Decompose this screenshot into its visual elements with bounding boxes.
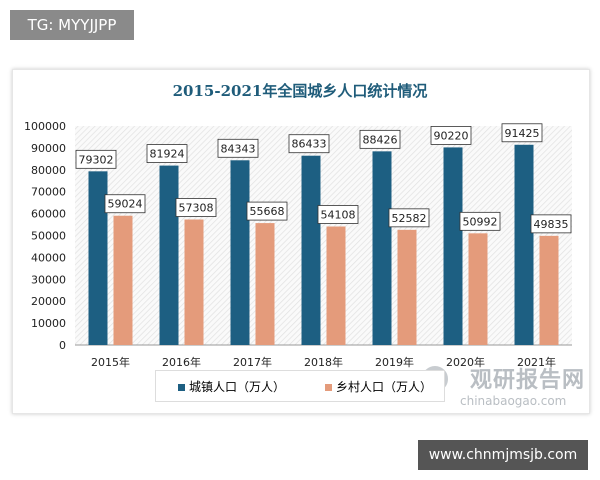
y-tick-label: 70000 (31, 186, 66, 199)
x-tick-label: 2016年 (162, 355, 201, 369)
site-badge: www.chnmjmsjb.com (418, 440, 588, 470)
y-tick-label: 50000 (31, 230, 66, 243)
data-label-box (175, 198, 217, 217)
bar (230, 160, 250, 345)
data-label: 50992 (463, 215, 498, 228)
data-label: 49835 (534, 218, 569, 231)
data-label-box (459, 211, 501, 231)
data-label: 79302 (79, 153, 114, 166)
data-label: 57308 (179, 201, 214, 214)
y-tick-label: 100000 (24, 120, 66, 133)
y-tick-label: 80000 (31, 164, 66, 177)
bar (443, 147, 463, 345)
bar (372, 151, 392, 345)
bar (397, 229, 417, 345)
bar (159, 165, 179, 345)
x-tick-label: 2019年 (375, 355, 414, 369)
data-label: 88426 (363, 133, 398, 146)
data-label-box (246, 201, 288, 221)
bar (255, 223, 275, 345)
legend: 城镇人口（万人） 乡村人口（万人） (155, 370, 445, 402)
data-label: 90220 (434, 129, 469, 142)
data-label-box (75, 149, 117, 169)
x-tick-label: 2015年 (91, 355, 130, 369)
data-label-box (530, 214, 572, 234)
data-label-box (217, 138, 259, 158)
data-label-box (501, 123, 543, 143)
chart-title: 2015-2021年全国城乡人口统计情况 (172, 82, 428, 100)
y-tick-label: 20000 (31, 295, 66, 308)
data-label-box (359, 129, 401, 149)
data-label: 54108 (321, 209, 356, 222)
x-tick-label: 2021年 (517, 355, 556, 369)
bar (88, 171, 108, 345)
data-label: 86433 (292, 138, 327, 151)
y-tick-label: 30000 (31, 273, 66, 286)
data-label: 81924 (150, 148, 185, 161)
legend-item-urban: 城镇人口（万人） (178, 378, 285, 395)
x-tick-label: 2017年 (233, 355, 272, 369)
y-tick-label: 90000 (31, 142, 66, 155)
bar (514, 144, 534, 345)
bar (326, 226, 346, 345)
data-label-box (146, 144, 188, 163)
data-label: 84343 (221, 142, 256, 155)
data-label-box (104, 194, 146, 214)
x-tick-label: 2020年 (446, 355, 485, 369)
legend-item-rural: 乡村人口（万人） (325, 378, 432, 395)
tg-badge: TG: MYYJJPP (10, 10, 134, 40)
bar (113, 215, 133, 345)
y-tick-label: 40000 (31, 251, 66, 264)
bar (539, 235, 559, 345)
data-label-box (430, 126, 472, 145)
bar (184, 219, 204, 345)
data-label: 91425 (505, 127, 540, 140)
y-tick-label: 10000 (31, 317, 66, 330)
y-tick-label: 0 (59, 339, 66, 352)
watermark: 观研报告网 chinabaogao.com (460, 368, 586, 408)
data-label-box (288, 134, 330, 154)
data-label: 55668 (250, 205, 285, 218)
x-tick-label: 2018年 (304, 355, 343, 369)
y-tick-label: 60000 (31, 208, 66, 221)
data-label-box (388, 208, 430, 228)
data-label: 59024 (108, 198, 143, 211)
bar (301, 155, 321, 345)
data-label-box (317, 205, 359, 224)
bar (468, 233, 488, 345)
data-label: 52582 (392, 212, 427, 225)
